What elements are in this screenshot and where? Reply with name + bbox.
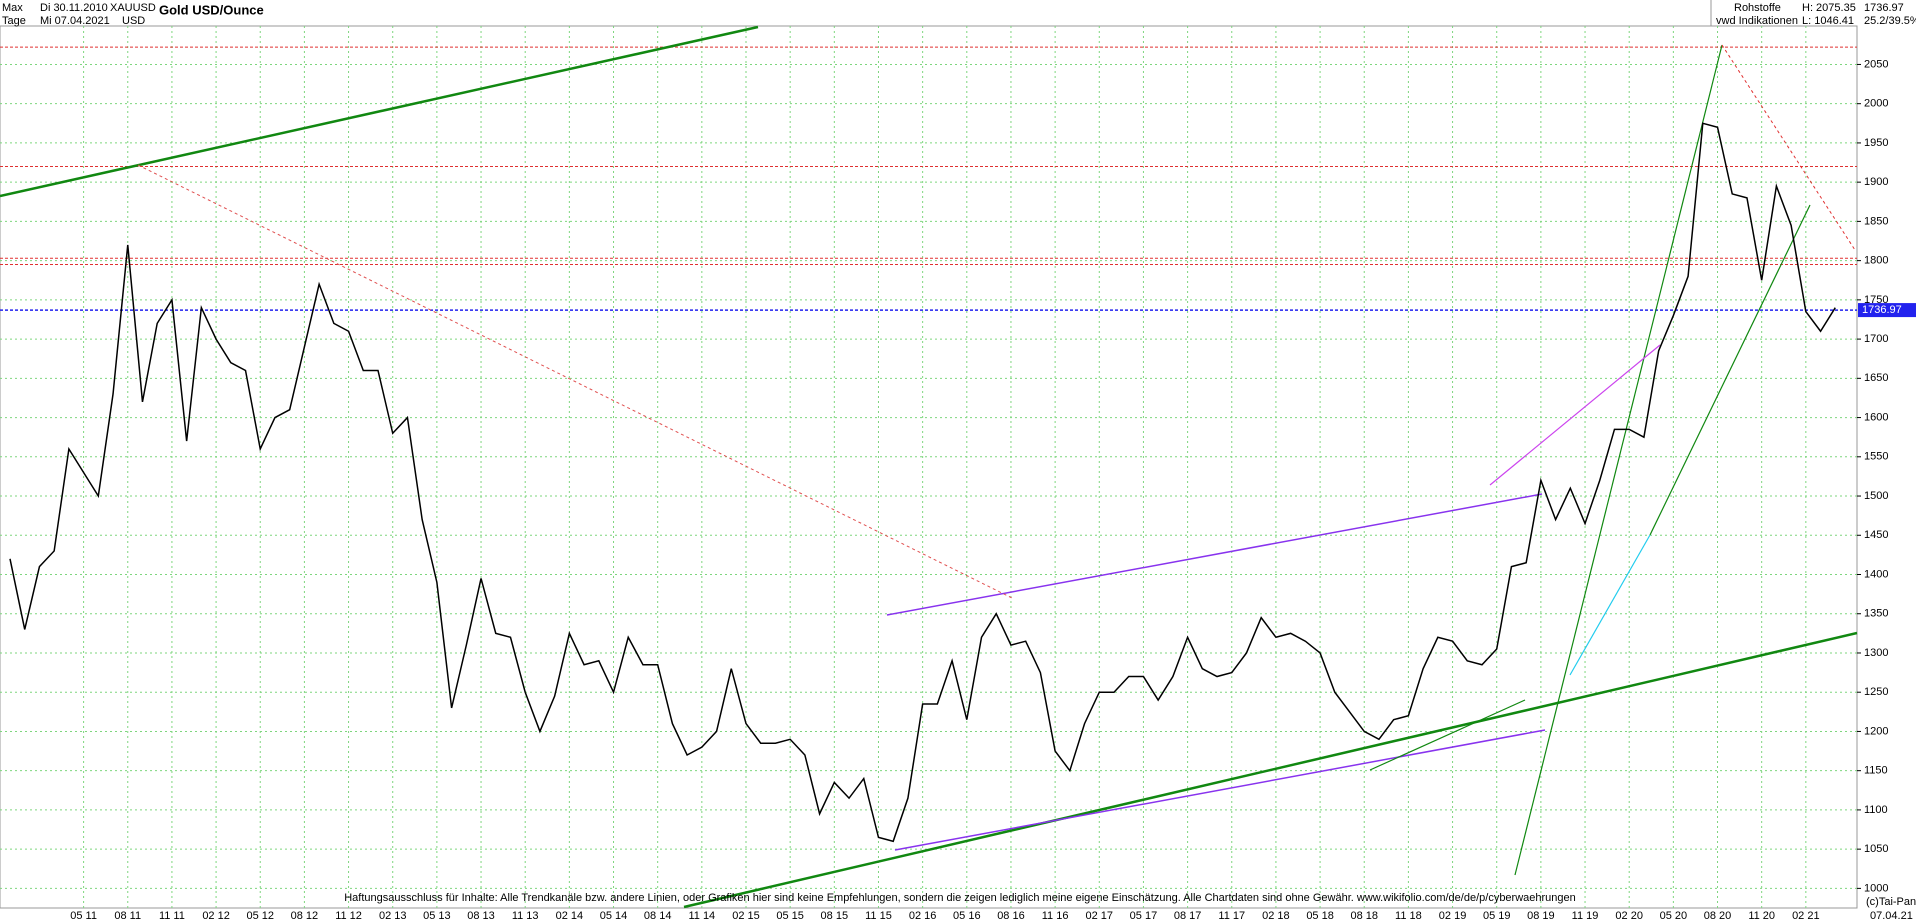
y-tick-label: 1400 (1864, 568, 1888, 580)
trend-line (137, 164, 1015, 600)
x-tick-label: 08 15 (821, 910, 849, 922)
x-tick-label: 11 16 (1042, 910, 1069, 922)
y-tick-label: 1700 (1864, 333, 1888, 345)
grid (0, 26, 1857, 908)
trend-line (1721, 44, 1856, 251)
x-tick-label: 05 20 (1660, 910, 1688, 922)
x-tick-label: 11 18 (1395, 910, 1422, 922)
x-tick-label: 05 19 (1483, 910, 1511, 922)
low: L: 1046.41 (1802, 15, 1854, 27)
x-tick-label: 05 15 (776, 910, 804, 922)
x-tick-label: 11 11 (159, 910, 185, 922)
trend-line (683, 631, 1858, 909)
y-tick-label: 1050 (1864, 843, 1888, 855)
y-tick-label: 1000 (1864, 882, 1888, 894)
x-tick-label: 11 20 (1748, 910, 1775, 922)
x-tick-label: 05 13 (423, 910, 451, 922)
range: Max (2, 2, 23, 14)
symbol: XAUUSD (110, 2, 156, 14)
x-tick-label: 11 17 (1218, 910, 1245, 922)
plot-area (0, 25, 1858, 909)
series (9, 122, 1836, 843)
x-tick-label: 02 13 (379, 910, 407, 922)
to-date: Mi 07.04.2021 (40, 15, 110, 27)
trend-line (894, 729, 1546, 851)
x-tick-label: 08 14 (644, 910, 672, 922)
x-tick-label: 05 16 (953, 910, 981, 922)
x-tick-label: 08 11 (114, 910, 141, 922)
y-tick-label: 1950 (1864, 137, 1888, 149)
last-price-box (1858, 303, 1916, 318)
x-tick-label: 05 18 (1306, 910, 1334, 922)
trend-line (1489, 344, 1661, 486)
trend-line (0, 25, 759, 198)
x-tick-label: 08 19 (1527, 910, 1555, 922)
x-tick-label: 02 14 (556, 910, 584, 922)
disclaimer: Haftungsausschluss für Inhalte: Alle Tre… (344, 892, 1576, 904)
x-tick-label: 08 12 (291, 910, 319, 922)
y-tick-label: 1100 (1864, 804, 1888, 816)
trend-lines (0, 25, 1858, 909)
y-tick-label: 1750 (1864, 294, 1888, 306)
trend-line (1369, 699, 1526, 771)
x-tick-label: 05 14 (600, 910, 628, 922)
last-price-label: 1736.97 (1862, 304, 1902, 316)
source: vwd Indikationen (1716, 15, 1798, 27)
x-tick-label: 02 19 (1439, 910, 1467, 922)
trend-line (886, 493, 1543, 616)
y-tick-label: 1850 (1864, 215, 1888, 227)
x-tick-label: 11 19 (1572, 910, 1599, 922)
x-tick-label: 08 18 (1350, 910, 1378, 922)
x-tick-label: 05 11 (70, 910, 97, 922)
change: 25.2/39.5% (1864, 15, 1916, 27)
y-tick-label: 1900 (1864, 176, 1888, 188)
y-tick-label: 1250 (1864, 686, 1888, 698)
x-tick-label: 02 21 (1792, 910, 1820, 922)
high: H: 2075.35 (1802, 2, 1856, 14)
y-tick-label: 1350 (1864, 608, 1888, 620)
x-tick-label: 08 13 (467, 910, 495, 922)
last-price: 1736.97 (1864, 2, 1904, 14)
x-tick-label: 02 18 (1262, 910, 1290, 922)
y-tick-label: 2050 (1864, 58, 1888, 70)
end-date: 07.04.21 (1870, 910, 1913, 922)
y-tick-label: 1200 (1864, 725, 1888, 737)
x-tick-label: 02 15 (732, 910, 760, 922)
period: Tage (2, 15, 26, 27)
y-tick-label: 1650 (1864, 372, 1888, 384)
currency: USD (122, 15, 145, 27)
title: Gold USD/Ounce (159, 2, 264, 17)
copyright: (c)Tai-Pan (1866, 896, 1916, 908)
x-tick-label: 05 17 (1130, 910, 1158, 922)
x-tick-label: 11 15 (865, 910, 892, 922)
x-tick-label: 02 12 (202, 910, 230, 922)
x-tick-label: 02 16 (909, 910, 937, 922)
y-tick-label: 1600 (1864, 411, 1888, 423)
x-tick-label: 11 12 (335, 910, 362, 922)
y-tick-label: 1300 (1864, 647, 1888, 659)
x-tick-label: 08 17 (1174, 910, 1202, 922)
from-date: Di 30.11.2010 (40, 2, 108, 14)
y-tick-label: 1450 (1864, 529, 1888, 541)
x-tick-label: 02 17 (1086, 910, 1114, 922)
x-tick-label: 08 16 (997, 910, 1025, 922)
y-tick-label: 1800 (1864, 255, 1888, 267)
group: Rohstoffe (1734, 2, 1781, 14)
x-tick-label: 05 12 (246, 910, 274, 922)
x-tick-label: 08 20 (1704, 910, 1732, 922)
trend-line (1569, 534, 1651, 676)
x-tick-label: 11 13 (512, 910, 539, 922)
price-line (9, 122, 1836, 843)
y-tick-label: 1500 (1864, 490, 1888, 502)
x-tick-label: 02 20 (1615, 910, 1643, 922)
y-tick-label: 1150 (1864, 765, 1888, 777)
y-tick-label: 1550 (1864, 451, 1888, 463)
trend-line (1514, 44, 1723, 876)
trend-line (1649, 204, 1811, 536)
y-tick-label: 2000 (1864, 98, 1888, 110)
x-tick-label: 11 14 (688, 910, 715, 922)
